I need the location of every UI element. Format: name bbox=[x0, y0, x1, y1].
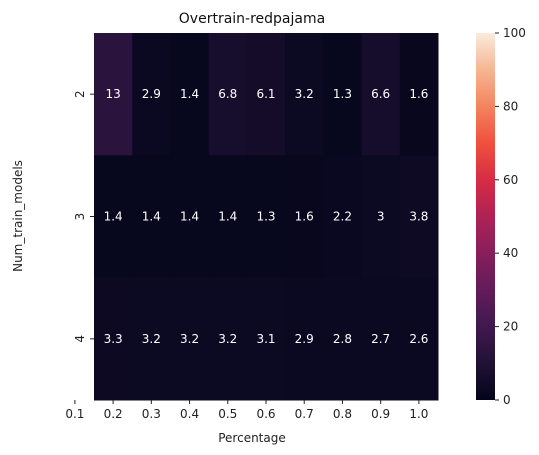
heatmap-cell bbox=[246, 33, 286, 156]
x-tick-label: 0.5 bbox=[218, 407, 237, 421]
cell-value-label: 1.4 bbox=[180, 87, 199, 101]
x-tick-label: 0.2 bbox=[104, 407, 123, 421]
cell-value-label: 1.4 bbox=[218, 210, 237, 224]
cell-value-label: 1.4 bbox=[180, 210, 199, 224]
cell-value-label: 6.8 bbox=[218, 87, 237, 101]
x-tick-label: 0.7 bbox=[295, 407, 314, 421]
cell-value-label: 1.4 bbox=[104, 210, 123, 224]
y-tick-label: 2 bbox=[73, 90, 87, 98]
heatmap-cell bbox=[246, 277, 286, 401]
cell-value-label: 3.3 bbox=[104, 332, 123, 346]
x-tick-label: 0.8 bbox=[333, 407, 352, 421]
cell-value-label: 2.2 bbox=[333, 210, 352, 224]
heatmap-cell bbox=[285, 277, 324, 401]
cell-value-label: 3.2 bbox=[180, 332, 199, 346]
cell-value-label: 2.7 bbox=[371, 332, 390, 346]
heatmap-cell bbox=[361, 155, 401, 279]
heatmap-cell bbox=[399, 277, 439, 401]
y-tick-label: 4 bbox=[73, 335, 87, 343]
x-tick-label: 0.6 bbox=[256, 407, 275, 421]
heatmap-cell bbox=[361, 33, 401, 156]
heatmap-cell bbox=[208, 155, 248, 279]
cell-value-label: 3.2 bbox=[295, 87, 314, 101]
colorbar-tick-label: 40 bbox=[503, 246, 518, 260]
heatmap-cell bbox=[208, 33, 248, 156]
heatmap-cell bbox=[94, 277, 133, 401]
heatmap-cell bbox=[361, 277, 401, 401]
cell-value-label: 1.3 bbox=[333, 87, 352, 101]
x-axis-label: Percentage bbox=[218, 431, 286, 445]
cell-value-label: 2.9 bbox=[295, 332, 314, 346]
heatmap-cell bbox=[323, 33, 363, 156]
heatmap-cell bbox=[94, 33, 133, 156]
x-axis: 0.1 0.2 0.3 0.4 0.5 0.6 0.7 0.8 0.9 1.0 bbox=[65, 400, 428, 421]
heatmap-cell-labels: 13 2.9 1.4 6.8 6.1 3.2 1.3 6.6 1.6 1.4 1.4 1.4 1.4 1.… bbox=[104, 87, 429, 346]
cell-value-label: 6.1 bbox=[256, 87, 275, 101]
cell-value-label: 1.6 bbox=[295, 210, 314, 224]
heatmap-cell bbox=[132, 277, 171, 401]
cell-value-label: 6.6 bbox=[371, 87, 390, 101]
heatmap-cell bbox=[285, 33, 324, 156]
heatmap-cell bbox=[132, 33, 171, 156]
colorbar-tick-label: 100 bbox=[503, 26, 526, 40]
x-tick-label: 0.4 bbox=[180, 407, 199, 421]
cell-value-label: 3.1 bbox=[256, 332, 275, 346]
cell-value-label: 3.2 bbox=[142, 332, 161, 346]
cell-value-label: 1.4 bbox=[142, 210, 161, 224]
heatmap-cell bbox=[246, 155, 286, 279]
cell-value-label: 1.3 bbox=[256, 210, 275, 224]
x-tick-label: 0.1 bbox=[65, 407, 84, 421]
heatmap-cell bbox=[132, 155, 171, 279]
colorbar: 0 20 40 60 80 100 bbox=[476, 26, 526, 407]
heatmap-cell bbox=[170, 277, 210, 401]
heatmap-cell bbox=[170, 33, 210, 156]
y-axis: 2 3 4 bbox=[73, 90, 94, 343]
colorbar-tick-label: 20 bbox=[503, 320, 518, 334]
x-tick-label: 1.0 bbox=[409, 407, 428, 421]
cell-value-label: 2.9 bbox=[142, 87, 161, 101]
cell-value-label: 3 bbox=[377, 210, 385, 224]
colorbar-scale bbox=[476, 33, 495, 400]
heatmap-cell bbox=[399, 155, 439, 279]
heatmap-cell bbox=[94, 155, 133, 279]
cell-value-label: 2.6 bbox=[409, 332, 428, 346]
y-tick-label: 3 bbox=[73, 213, 87, 221]
heatmap-cells bbox=[94, 33, 439, 401]
cell-value-label: 13 bbox=[105, 87, 120, 101]
heatmap-cell bbox=[323, 277, 363, 401]
cell-value-label: 3.8 bbox=[409, 210, 428, 224]
chart-title: Overtrain-redpajama bbox=[179, 11, 325, 27]
cell-value-label: 3.2 bbox=[218, 332, 237, 346]
colorbar-ticks: 0 20 40 60 80 100 bbox=[495, 26, 526, 407]
cell-value-label: 1.6 bbox=[409, 87, 428, 101]
colorbar-tick-label: 0 bbox=[503, 393, 511, 407]
y-axis-label: Num_train_models bbox=[11, 160, 25, 272]
heatmap-cell bbox=[170, 155, 210, 279]
cell-value-label: 2.8 bbox=[333, 332, 352, 346]
heatmap-cell bbox=[399, 33, 439, 156]
heatmap-cell bbox=[208, 277, 248, 401]
heatmap-cell bbox=[323, 155, 363, 279]
colorbar-tick-label: 80 bbox=[503, 99, 518, 113]
colorbar-tick-label: 60 bbox=[503, 173, 518, 187]
heatmap-cell bbox=[285, 155, 324, 279]
x-tick-label: 0.9 bbox=[371, 407, 390, 421]
x-tick-label: 0.3 bbox=[142, 407, 161, 421]
